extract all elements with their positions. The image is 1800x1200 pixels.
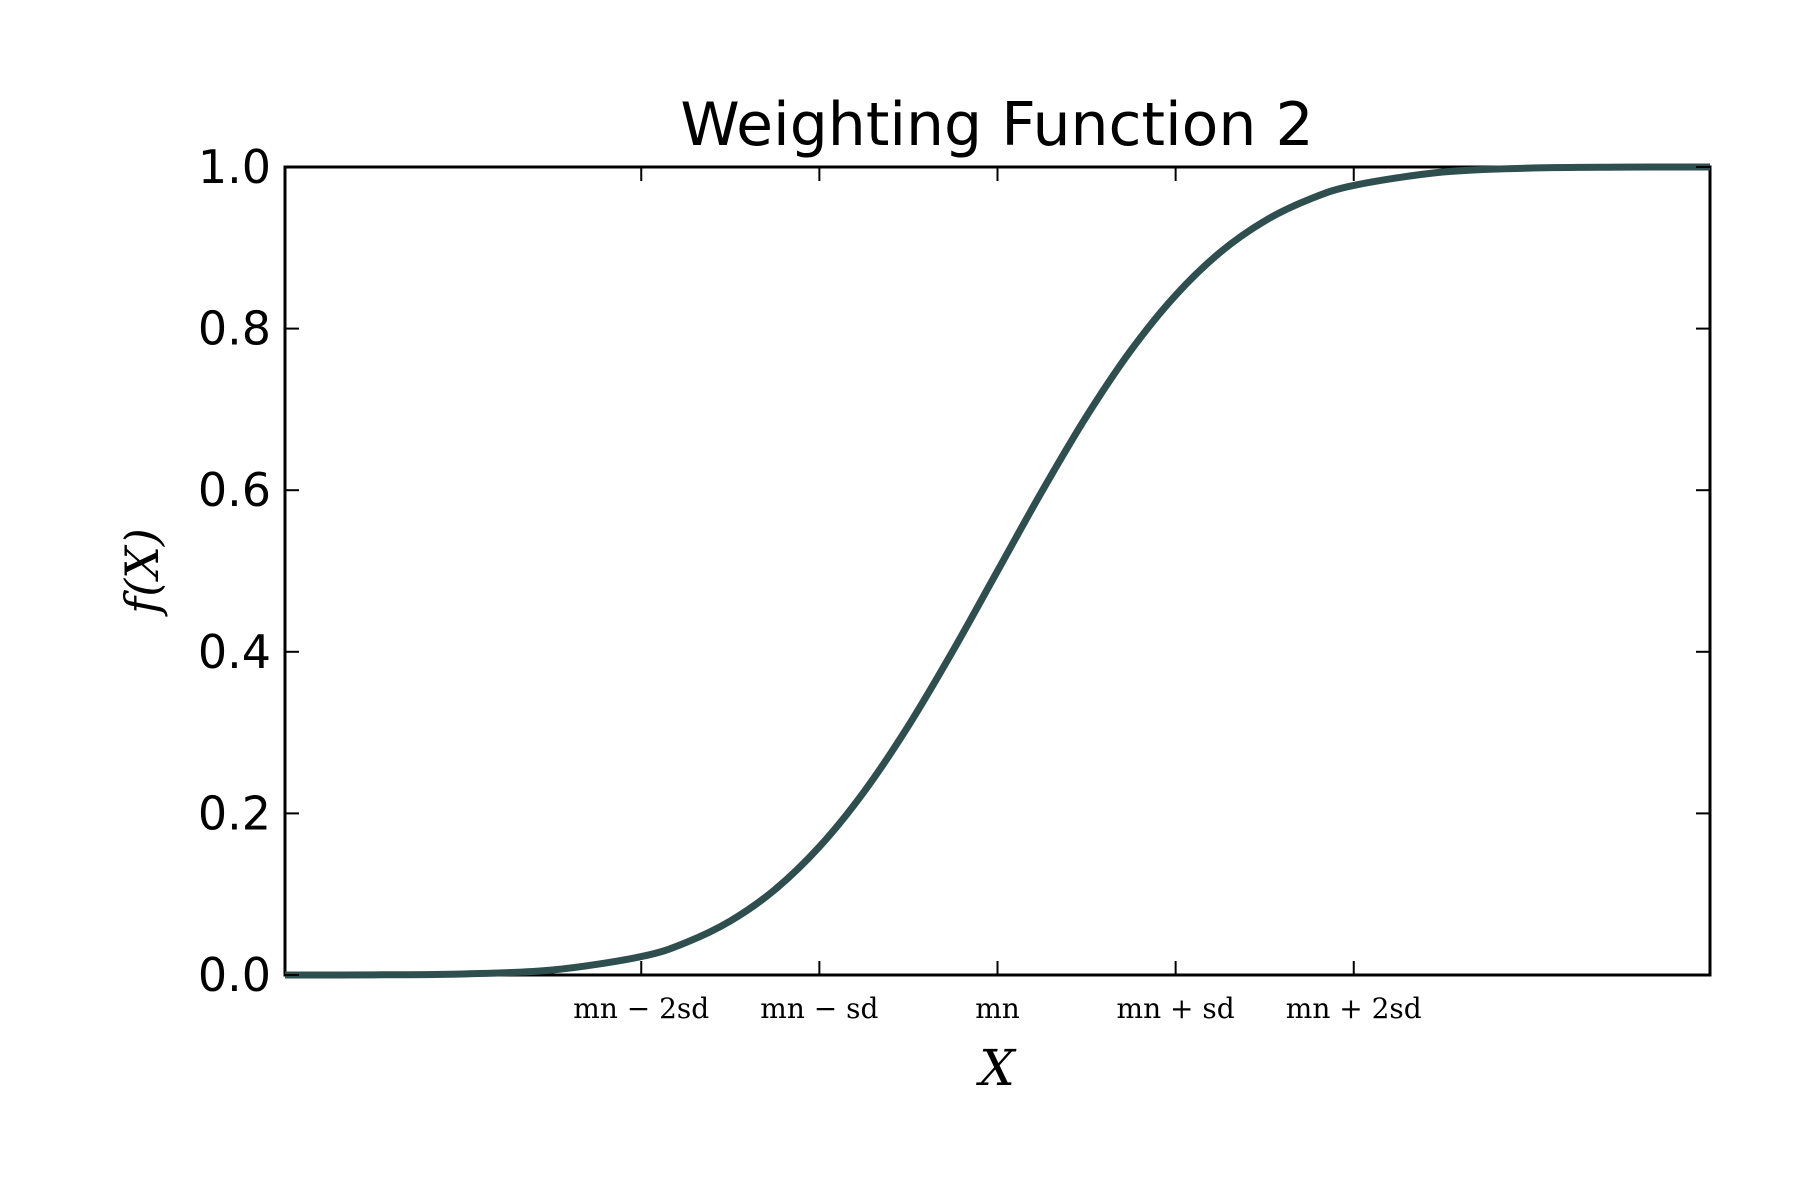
y-tick-label: 0.2 xyxy=(198,786,271,840)
x-tick-label: mn + 2sd xyxy=(1286,992,1422,1025)
y-tick-label: 0.0 xyxy=(198,948,271,1002)
x-axis-ticks: mn − 2sd mn − sd mn mn + sd mn + 2sd xyxy=(573,167,1422,1025)
y-tick-label: 0.4 xyxy=(198,625,271,679)
y-tick-label: 0.8 xyxy=(198,302,271,356)
plot-area xyxy=(283,163,1712,979)
chart-title: Weighting Function 2 xyxy=(680,90,1313,160)
x-tick-label: mn xyxy=(975,992,1020,1025)
y-tick-label: 1.0 xyxy=(198,140,271,194)
y-tick-label: 0.6 xyxy=(198,463,271,517)
x-tick-label: mn + sd xyxy=(1117,992,1235,1025)
y-axis-label: f(X) xyxy=(115,528,169,617)
x-axis-label: X xyxy=(975,1039,1017,1097)
x-tick-label: mn − 2sd xyxy=(573,992,709,1025)
y-axis-ticks: 0.0 0.2 0.4 0.6 0.8 1.0 xyxy=(198,140,1710,1002)
series-line xyxy=(284,163,1711,979)
x-tick-label: mn − sd xyxy=(760,992,878,1025)
